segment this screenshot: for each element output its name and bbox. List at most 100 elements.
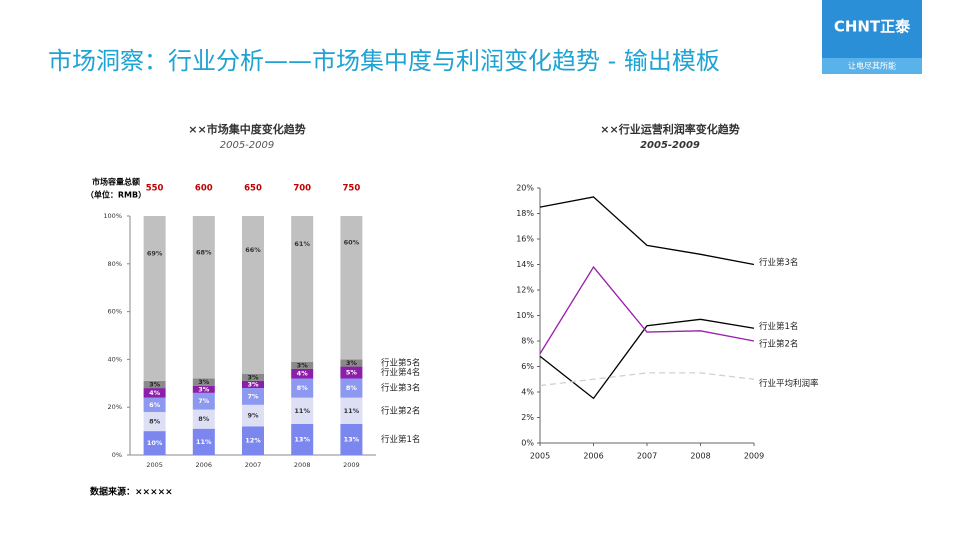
y-tick-label: 2% [521,413,534,422]
value-label: 8% [346,384,358,392]
legend-label: 行业第3名 [381,383,420,394]
bar-segment [340,378,363,398]
value-label: 5% [346,369,358,377]
value-label: 60% [344,239,360,247]
value-label: 11% [196,438,212,446]
value-label: 68% [196,248,212,256]
total-label: 600 [195,184,213,194]
y-tick-label: 100% [103,212,122,220]
x-tick-label: 2005 [530,452,550,461]
value-label: 13% [344,435,360,443]
x-tick-label: 2006 [196,461,213,469]
value-label: 8% [198,415,210,423]
x-tick-label: 2008 [294,461,311,469]
total-label: 550 [146,184,164,194]
bar-segment [192,378,215,386]
y-tick-label: 0% [112,451,122,459]
total-label: 750 [343,184,361,194]
bar-segment [143,216,166,381]
line [539,318,755,400]
value-label: 3% [198,378,210,386]
y-tick-label: 4% [521,388,534,397]
y-tick-label: 18% [516,209,534,218]
value-label: 3% [297,361,309,369]
bar-segment [340,366,363,379]
bar-segment [291,361,314,369]
value-label: 10% [147,439,163,447]
legend-label: 行业第3名 [759,257,798,268]
y-tick-label: 14% [516,260,534,269]
bar-segment [291,368,314,379]
value-label: 8% [297,384,309,392]
bar-segment [242,388,264,405]
bar-segment [143,397,166,412]
bar-segment [291,423,314,455]
y-tick-label: 20% [108,403,122,411]
value-label: 11% [344,407,360,415]
bar-segment [242,404,264,427]
legend-label: 行业第2名 [381,405,420,416]
value-label: 66% [245,246,261,254]
x-tick-label: 2009 [343,461,360,469]
legend-label: 行业第1名 [759,321,798,332]
bar-segment [192,385,215,393]
bar-segment [242,380,264,389]
legend-label: 行业第4名 [381,367,420,378]
bar-segment [340,359,363,367]
value-label: 61% [294,240,310,248]
chart-title: ××行业运营利润率变化趋势 [600,122,739,136]
x-tick-label: 2008 [690,452,710,461]
bar-segment [291,397,314,424]
bar-segment [192,216,215,379]
bar-segment [143,431,166,455]
y-tick-label: 0% [521,439,534,448]
bar-segment [291,378,314,398]
legend-label: 行业第5名 [381,357,420,368]
y-tick-label: 8% [521,337,534,346]
bar-segment [192,428,215,455]
chart-title: ××市场集中度变化趋势 [188,122,305,136]
value-label: 12% [245,437,261,445]
value-label: 3% [346,359,358,367]
slide-title: 市场洞察：行业分析——市场集中度与利润变化趋势 - 输出模板 [48,47,720,75]
bar-segment [143,388,166,398]
value-label: 4% [149,389,161,397]
value-label: 6% [149,401,161,409]
value-label: 3% [247,373,259,381]
line [539,196,755,266]
bar-segment [143,411,166,432]
y-tick-label: 80% [108,260,122,268]
legend-label: 行业第1名 [381,434,420,445]
x-tick-label: 2007 [637,452,657,461]
bar-segment [340,216,363,360]
value-label: 7% [198,397,210,405]
y-tick-label: 16% [516,235,534,244]
logo-slogan: 让电尽其所能 [848,61,896,71]
bar-segment [242,426,264,455]
legend-label: 行业第2名 [759,339,798,350]
y-tick-label: 60% [108,308,122,316]
logo-text: CHNT正泰 [834,18,911,36]
x-tick-label: 2007 [245,461,262,469]
value-label: 3% [149,380,161,388]
source: 数据来源：××××× [90,486,173,498]
y-tick-label: 6% [521,362,534,371]
value-label: 3% [198,385,210,393]
total-label: 650 [244,184,262,194]
bar-segment [291,216,314,362]
y-tick-label: 12% [516,286,534,295]
bar-segment [242,216,264,374]
bar-segment [192,409,215,429]
y-tick-label: 40% [108,355,122,363]
value-label: 11% [294,407,310,415]
totals-label: 市场容量总额 [92,177,140,187]
value-label: 3% [247,380,259,388]
value-label: 7% [247,392,259,400]
chart-subtitle: 2005-2009 [640,140,700,151]
legend-label: 行业平均利润率 [759,378,819,389]
y-tick-label: 10% [516,311,534,320]
line [539,265,755,355]
x-tick-label: 2005 [146,461,163,469]
bar-segment [143,380,166,389]
